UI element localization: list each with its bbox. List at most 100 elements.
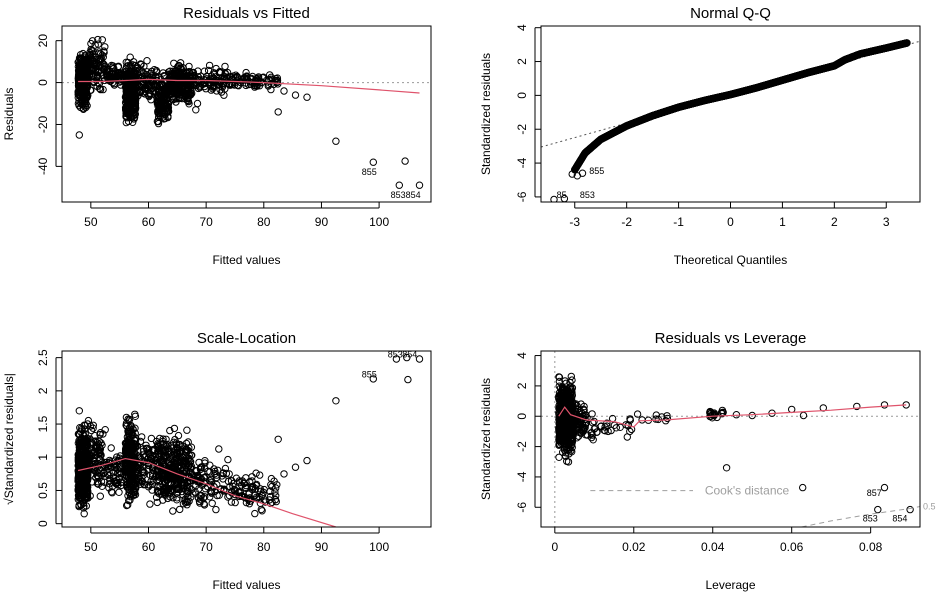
data-point	[93, 82, 101, 91]
data-point	[172, 98, 180, 106]
data-point	[169, 507, 177, 515]
data-point	[127, 440, 135, 448]
data-point	[98, 36, 107, 44]
data-point	[125, 417, 133, 425]
chart-title: Scale-Location	[197, 330, 296, 347]
data-point	[274, 108, 282, 116]
data-point	[79, 491, 88, 499]
data-point	[125, 481, 134, 490]
y-axis-label: Standardized residuals	[479, 53, 493, 175]
data-point	[146, 89, 154, 97]
y-tick-label: -6	[515, 191, 529, 202]
data-point	[196, 478, 205, 486]
data-point	[146, 452, 155, 461]
data-point	[164, 494, 172, 503]
data-point	[880, 401, 889, 409]
data-point	[903, 39, 911, 47]
data-point	[77, 457, 86, 465]
data-point	[206, 493, 214, 501]
x-tick-label: 90	[315, 540, 329, 554]
data-point	[170, 486, 178, 494]
data-point	[303, 456, 311, 465]
data-point	[603, 419, 611, 427]
data-point	[221, 62, 229, 71]
data-point	[93, 471, 101, 479]
x-tick-label: 80	[257, 540, 271, 554]
data-point	[251, 509, 259, 518]
data-point	[128, 447, 137, 456]
data-point	[652, 411, 660, 419]
point-label: 85	[557, 190, 567, 200]
y-tick-label: -2	[515, 441, 529, 452]
data-point	[369, 375, 377, 383]
x-tick-label: 0.04	[701, 540, 725, 554]
data-point	[166, 67, 174, 75]
data-point	[164, 479, 172, 487]
chart-title: Residuals vs Leverage	[655, 330, 807, 347]
data-point	[171, 89, 180, 97]
data-point	[169, 473, 178, 482]
data-point	[169, 468, 177, 476]
data-point	[303, 93, 311, 101]
y-tick-label: 0	[36, 520, 50, 527]
data-point	[155, 487, 163, 496]
data-point	[105, 480, 114, 488]
data-point	[206, 476, 214, 485]
data-point	[123, 501, 131, 510]
data-point	[194, 75, 202, 84]
data-point	[271, 77, 279, 85]
data-point	[222, 469, 231, 478]
data-point	[176, 458, 184, 467]
data-point	[165, 457, 174, 466]
data-point	[196, 499, 204, 507]
data-point	[569, 431, 577, 440]
data-point	[224, 493, 232, 501]
data-point	[415, 355, 424, 363]
data-point	[139, 468, 148, 477]
data-point	[102, 69, 110, 78]
data-point	[185, 454, 193, 462]
data-point	[122, 107, 130, 115]
data-point	[177, 75, 185, 83]
data-point	[149, 77, 158, 85]
data-point	[161, 485, 169, 494]
chart-title: Residuals vs Fitted	[183, 5, 310, 22]
data-point	[271, 488, 279, 496]
data-point	[206, 468, 214, 476]
data-point	[401, 157, 409, 165]
data-point	[139, 447, 148, 455]
x-tick-label: 60	[142, 540, 156, 554]
data-point	[280, 87, 288, 95]
x-tick-label: -3	[569, 215, 580, 229]
data-point	[82, 439, 90, 447]
data-point	[79, 504, 88, 512]
data-point	[163, 487, 171, 495]
data-point	[555, 377, 564, 386]
data-point	[569, 424, 577, 432]
data-point	[176, 475, 185, 484]
data-point	[206, 487, 215, 496]
data-point	[163, 104, 171, 112]
x-tick-label: 0.06	[780, 540, 804, 554]
data-point	[188, 473, 196, 481]
data-point	[853, 402, 861, 411]
data-point	[189, 72, 197, 80]
data-point	[589, 419, 597, 427]
data-point	[94, 35, 102, 44]
data-point	[219, 469, 227, 477]
data-point	[211, 469, 219, 478]
data-point	[88, 37, 97, 45]
data-point	[179, 64, 187, 72]
data-point	[114, 69, 122, 77]
data-point	[154, 440, 162, 448]
data-point	[123, 102, 131, 110]
data-point	[166, 426, 174, 435]
data-point	[663, 412, 671, 420]
data-point	[113, 465, 122, 474]
x-tick-label: 0.02	[622, 540, 646, 554]
data-point	[583, 414, 591, 422]
x-tick-label: 70	[199, 540, 213, 554]
x-tick-label: 0	[551, 540, 558, 554]
